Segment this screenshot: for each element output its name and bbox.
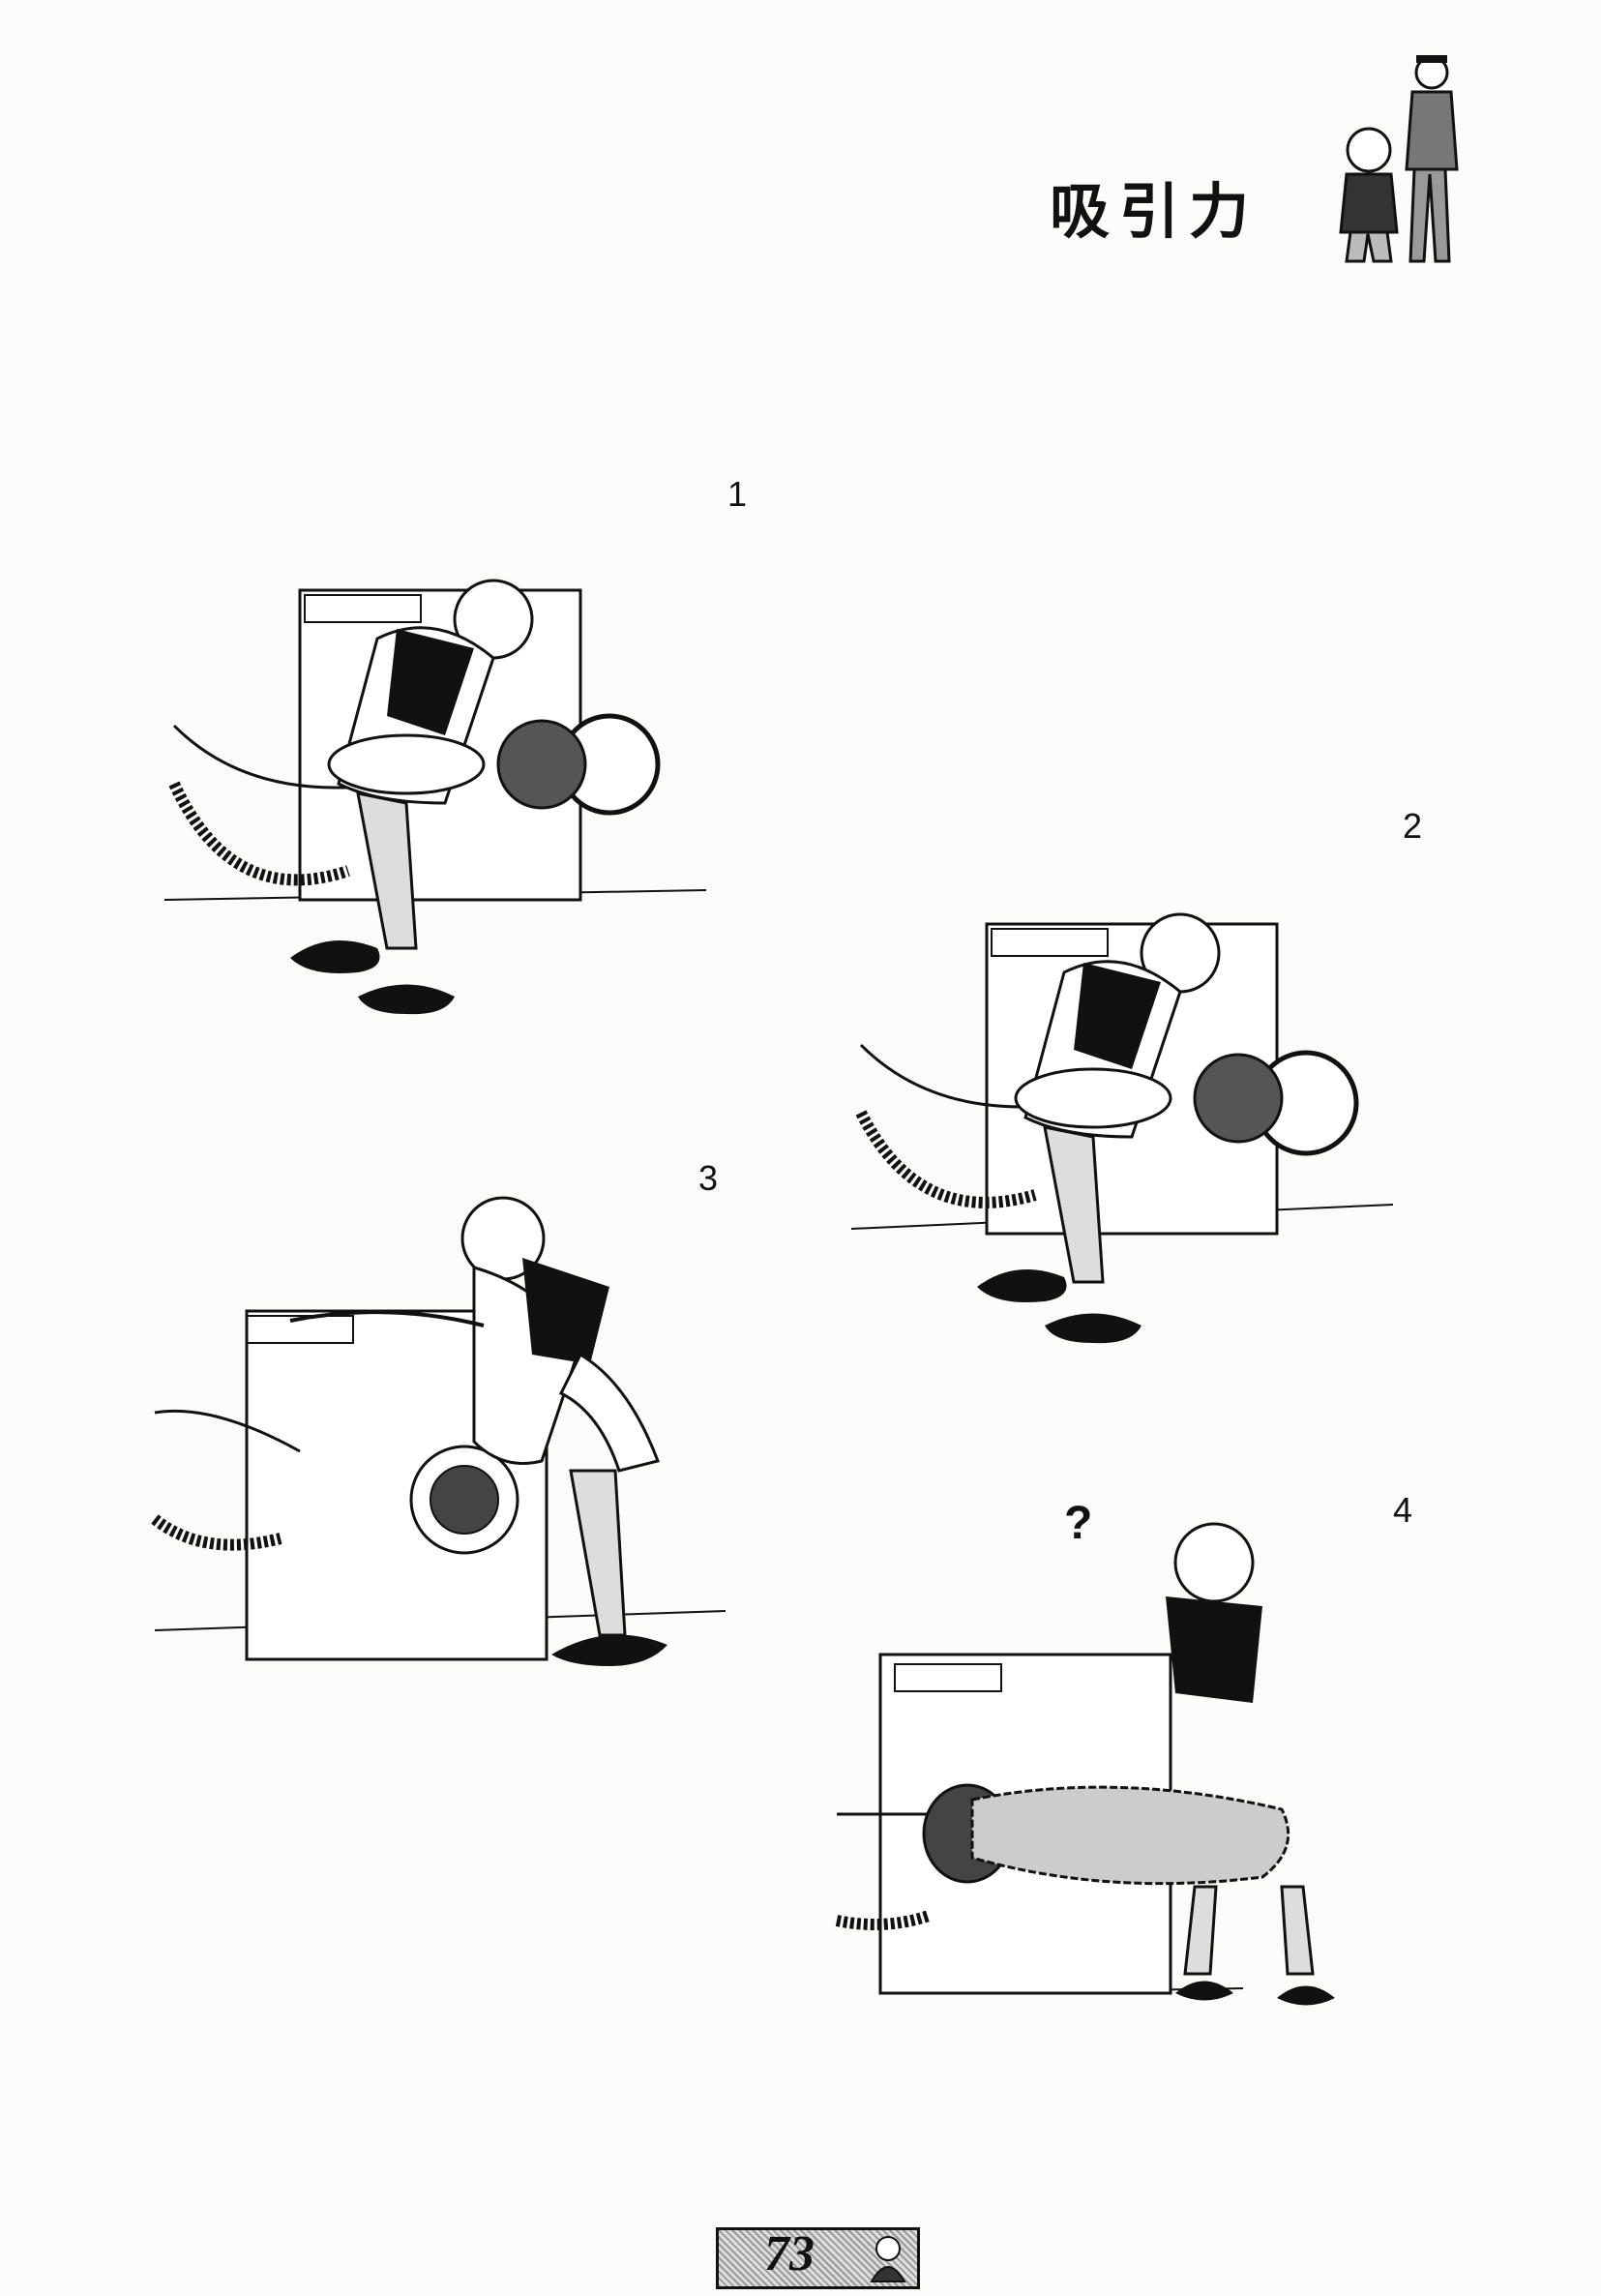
two-characters-icon	[1339, 55, 1459, 263]
panel-4-illustration	[835, 1522, 1335, 2006]
panel-1-number: 1	[727, 474, 748, 514]
man-portrait-icon	[870, 2236, 906, 2282]
page-title: 吸引力	[1050, 176, 1260, 247]
panel-3-illustration	[151, 1196, 726, 1666]
page-number: 73	[764, 2226, 815, 2281]
panel-4-number: 4	[1393, 1490, 1413, 1530]
question-mark-symbol: ?	[1064, 1498, 1093, 1549]
panel-3-number: 3	[698, 1158, 719, 1198]
panel-2-illustration	[850, 912, 1394, 1344]
panel-2-number: 2	[1403, 806, 1423, 846]
panel-1-illustration	[163, 579, 707, 1015]
